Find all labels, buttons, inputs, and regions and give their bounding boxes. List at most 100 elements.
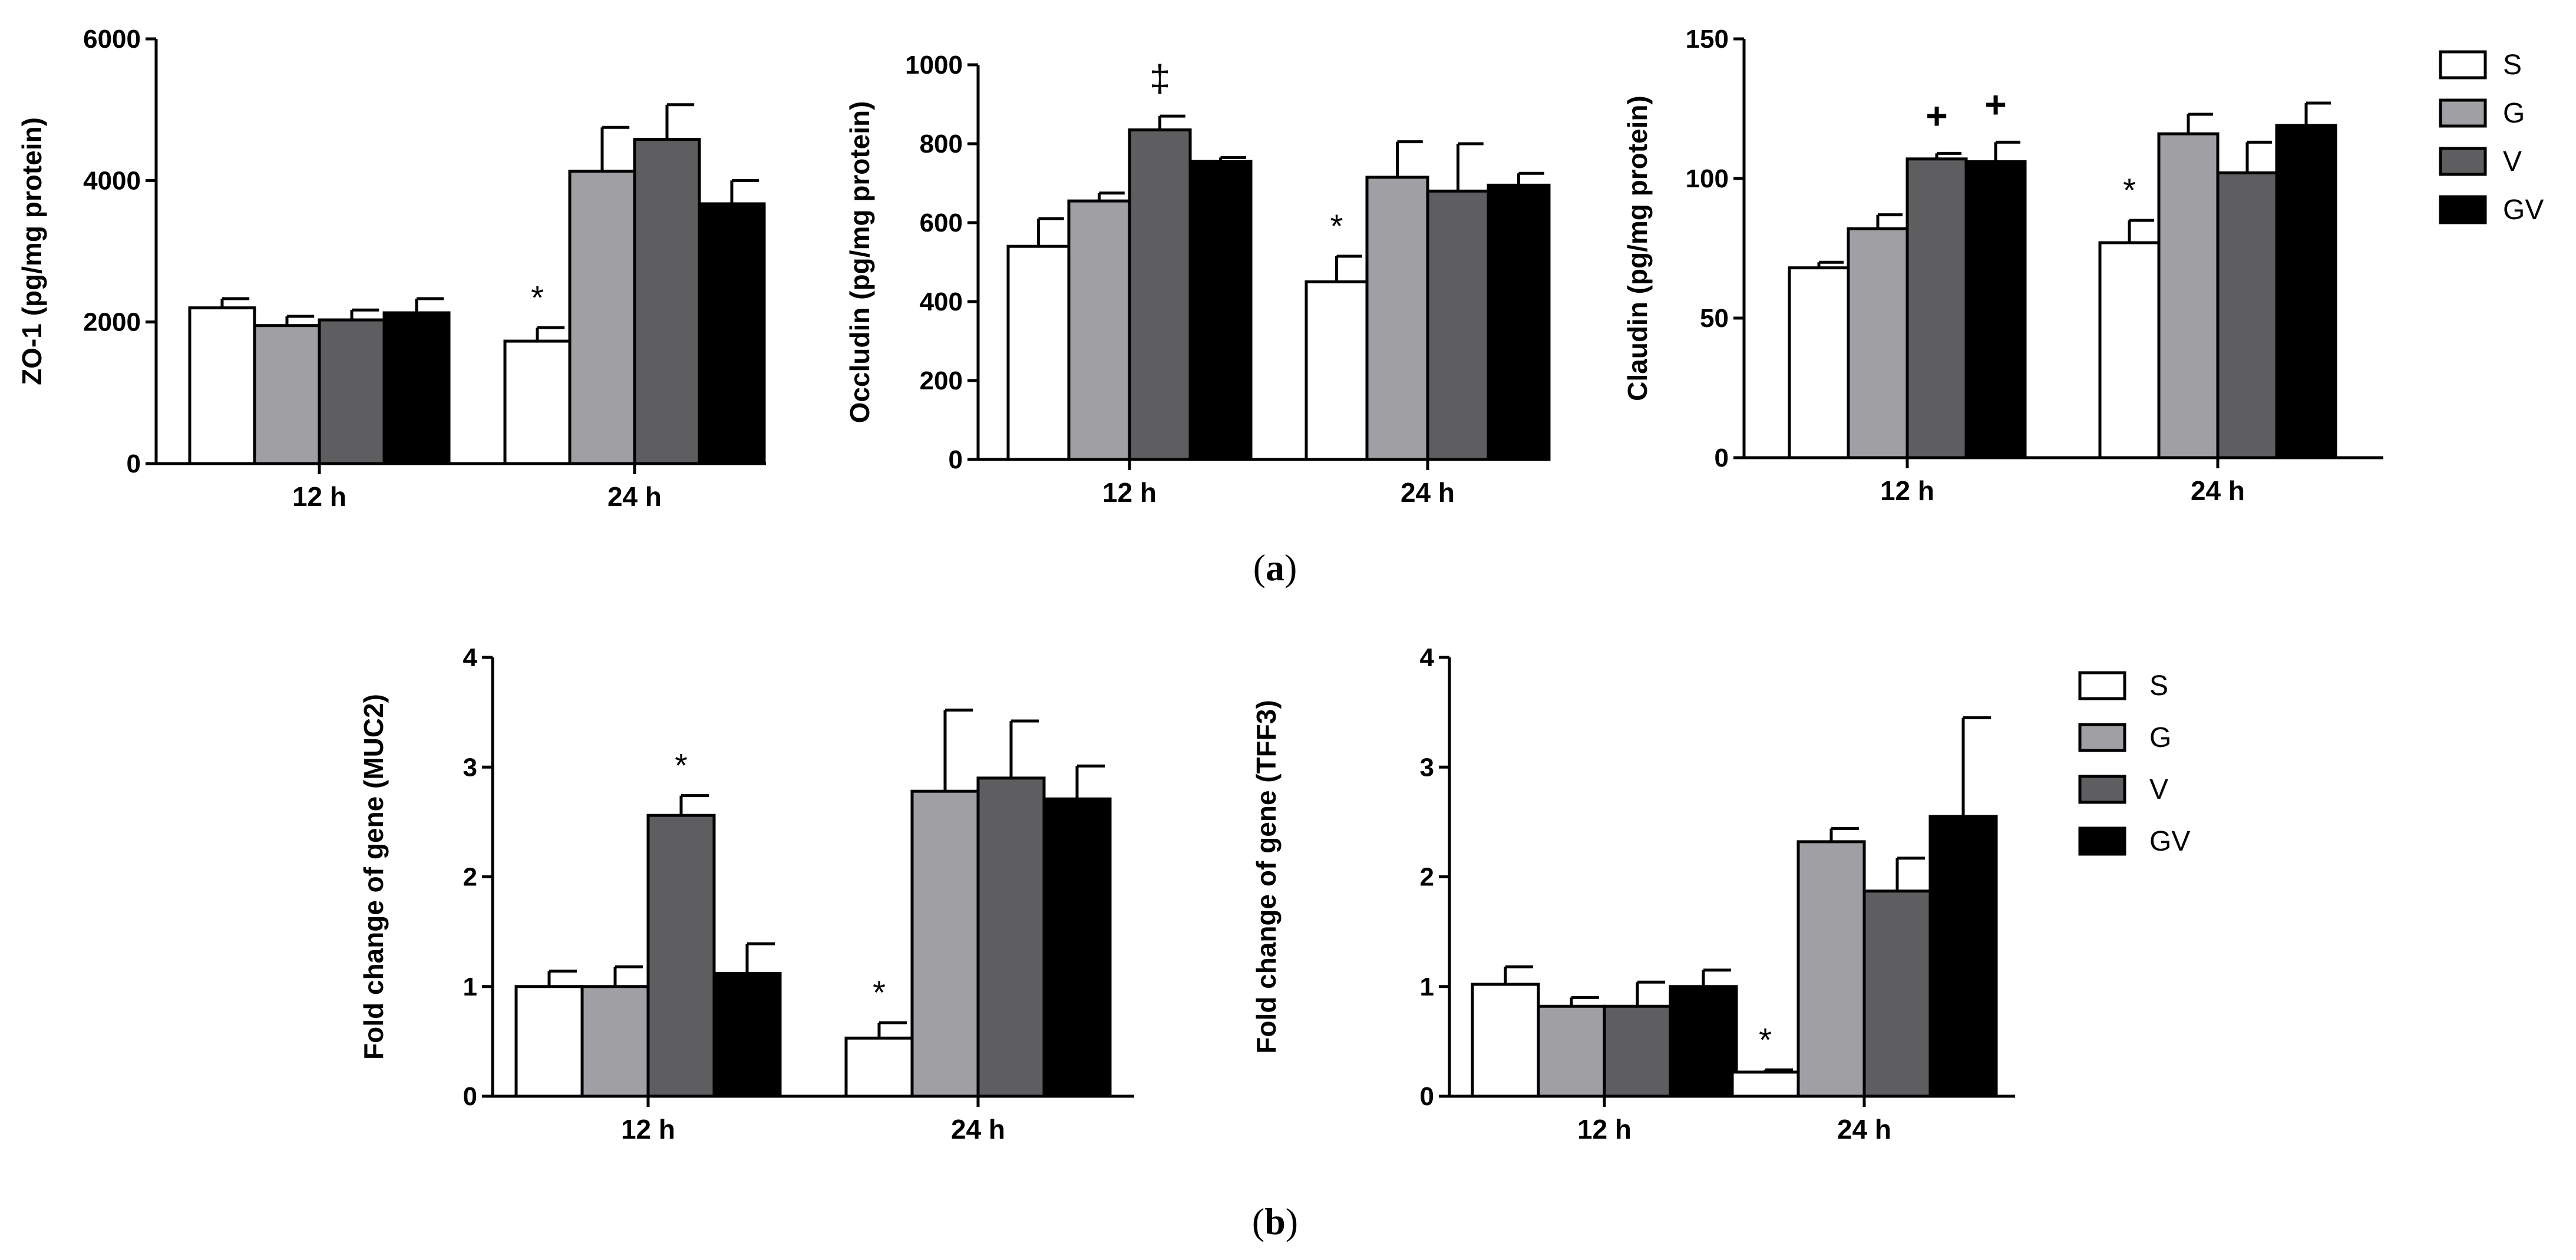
claudin-ytick-label-2: 100 <box>1686 164 1729 193</box>
legend-bottom-label-gv: GV <box>2149 826 2190 857</box>
legend-top-label-g: G <box>2503 98 2525 129</box>
claudin-xcat-label-1: 24 h <box>2191 475 2245 506</box>
zo1-bar-gv-1 <box>698 202 766 465</box>
tff3-bar-g-0 <box>1537 1004 1606 1098</box>
legend-bottom-label-v: V <box>2149 774 2168 805</box>
zo1-bar-v-0 <box>318 318 386 465</box>
tff3-bar-gv-1 <box>1928 815 1998 1098</box>
zo1-ytick-label-1: 2000 <box>83 308 141 337</box>
legend-top-label-gv: GV <box>2503 194 2544 226</box>
muc2-bar-v-1 <box>976 776 1046 1098</box>
occludin-annotation-0: ‡ <box>1150 57 1171 100</box>
legend-top-swatch-s <box>2439 50 2487 80</box>
tff3-bar-gv-0 <box>1669 985 1738 1098</box>
occludin-bar-g-0 <box>1067 199 1131 461</box>
tff3-annotation-0: * <box>1759 1021 1772 1058</box>
tff3-ytick-label-4: 4 <box>1420 643 1435 672</box>
claudin-xcat-label-0: 12 h <box>1880 475 1934 506</box>
occludin-bar-v-1 <box>1426 189 1490 461</box>
claudin-ytick-label-0: 0 <box>1715 444 1729 472</box>
muc2-bar-s-0 <box>514 985 584 1098</box>
zo1-ylabel: ZO-1 (pg/mg protein) <box>16 117 47 385</box>
occludin-bar-g-1 <box>1365 176 1429 461</box>
legend-top-label-s: S <box>2503 49 2522 81</box>
panel-label-b-open: ( <box>1252 1201 1264 1242</box>
chart-tff3: 0 1 2 3 4 Fold change of gene (TFF3) 12 h 24 h * <box>1251 643 2015 1145</box>
claudin-ylabel: Claudin (pg/mg protein) <box>1622 95 1653 401</box>
tff3-bar-s-0 <box>1471 983 1540 1098</box>
occludin-bar-s-1 <box>1304 280 1369 461</box>
panel-label-b-close: ) <box>1286 1201 1298 1242</box>
zo1-bar-s-0 <box>188 306 256 465</box>
zo1-ytick-label-2: 4000 <box>83 166 141 195</box>
occludin-annotation-1: * <box>1330 207 1343 244</box>
panel-label-a-open: ( <box>1253 547 1266 588</box>
legend-bottom-label-s: S <box>2149 670 2168 702</box>
legend-top-swatch-gv <box>2439 195 2487 224</box>
claudin-annotation-2: * <box>2123 171 2136 209</box>
legend-bottom-swatch-g <box>2078 723 2126 752</box>
muc2-annotation-1: * <box>873 974 886 1011</box>
panel-label-a: (a) <box>1253 547 1297 588</box>
chart-zo1: 0 2000 4000 6000 ZO-1 (pg/mg protein) 12 h 24 … <box>16 25 766 512</box>
muc2-bar-g-0 <box>580 985 650 1098</box>
muc2-bar-v-0 <box>646 813 716 1098</box>
zo1-annotation-0: * <box>531 279 544 316</box>
chart-occludin: 0 200 400 600 800 1000 Occludin (pg/mg protein… <box>844 51 1551 508</box>
muc2-annotation-0: * <box>675 747 688 784</box>
occludin-xcat-label-1: 24 h <box>1401 477 1455 508</box>
zo1-bar-g-0 <box>253 324 321 465</box>
legend-bottom-label-g: G <box>2149 722 2171 753</box>
claudin-annotation-1: + <box>1984 83 2006 125</box>
claudin-annotation-0: + <box>1926 94 1947 137</box>
muc2-bar-gv-0 <box>712 971 782 1098</box>
occludin-bar-v-0 <box>1128 128 1192 461</box>
occludin-bar-gv-0 <box>1188 160 1253 461</box>
claudin-bar-gv-1 <box>2275 124 2337 459</box>
zo1-ytick-label-0: 0 <box>127 449 141 478</box>
legend-top: S G V GV <box>2439 49 2544 226</box>
tff3-xcat-label-0: 12 h <box>1577 1114 1632 1145</box>
tff3-ytick-label-0: 0 <box>1420 1082 1434 1111</box>
zo1-bar-v-1 <box>633 138 701 465</box>
tff3-ytick-label-2: 2 <box>1420 863 1434 892</box>
muc2-bar-s-1 <box>844 1036 914 1098</box>
panel-label-a-letter: a <box>1266 547 1284 588</box>
zo1-ytick-label-3: 6000 <box>83 25 141 54</box>
chart-muc2: 0 1 2 3 4 Fold change of gene (MUC2) 12 h 24 h *… <box>358 643 1134 1145</box>
claudin-bar-gv-0 <box>1964 160 2027 459</box>
occludin-ytick-label-3: 600 <box>920 209 963 237</box>
zo1-bar-g-1 <box>568 170 636 465</box>
muc2-ytick-label-0: 0 <box>463 1082 477 1111</box>
muc2-ytick-label-1: 1 <box>463 973 477 1001</box>
legend-top-swatch-v <box>2439 147 2487 176</box>
zo1-bar-gv-0 <box>382 311 451 465</box>
legend-bottom-swatch-s <box>2078 671 2126 700</box>
claudin-ytick-label-1: 50 <box>1700 304 1729 333</box>
occludin-ytick-label-0: 0 <box>949 445 963 474</box>
tff3-bar-s-1 <box>1730 1070 1800 1098</box>
muc2-ytick-label-2: 2 <box>463 863 477 892</box>
claudin-ytick-label-3: 150 <box>1686 25 1729 54</box>
chart-claudin: 0 50 100 150 Claudin (pg/mg protein) 12 h 24 h… <box>1622 25 2383 506</box>
tff3-ytick-label-1: 1 <box>1420 973 1434 1001</box>
occludin-ytick-label-4: 800 <box>920 130 963 158</box>
zo1-xcat-label-0: 12 h <box>292 481 346 512</box>
occludin-bar-gv-1 <box>1487 183 1551 461</box>
panel-label-a-close: ) <box>1284 547 1297 588</box>
muc2-bar-gv-1 <box>1042 797 1112 1098</box>
occludin-ytick-label-5: 1000 <box>905 51 963 80</box>
muc2-ytick-label-4: 4 <box>463 643 478 672</box>
occludin-ytick-label-1: 200 <box>920 366 963 395</box>
claudin-bar-v-1 <box>2216 171 2278 459</box>
muc2-ylabel: Fold change of gene (MUC2) <box>358 694 389 1060</box>
claudin-bar-s-0 <box>1788 266 1850 459</box>
claudin-bar-g-0 <box>1847 227 1909 459</box>
muc2-xcat-label-1: 24 h <box>951 1114 1005 1145</box>
legend-bottom-swatch-v <box>2078 775 2126 804</box>
claudin-bar-v-0 <box>1905 157 1968 459</box>
zo1-xcat-label-1: 24 h <box>607 481 662 512</box>
legend-top-swatch-g <box>2439 98 2487 128</box>
occludin-bar-s-0 <box>1006 244 1071 461</box>
